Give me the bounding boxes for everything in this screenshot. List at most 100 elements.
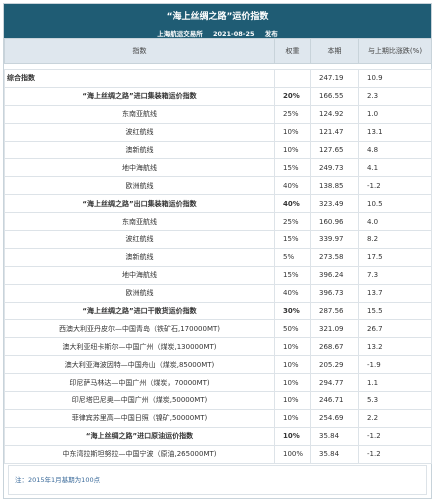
route-row: 印尼塔巴尼奥—中国广州（煤炭,50000MT) 10% 246.71 5.3: [4, 391, 432, 410]
section-change: 15.5: [358, 301, 432, 321]
route-name: 澳大利亚纽卡斯尔—中国广州（煤炭,130000MT): [4, 337, 275, 357]
route-current: 273.58: [310, 247, 359, 267]
route-weight: 5%: [274, 247, 311, 267]
route-name: 地中海航线: [4, 158, 275, 178]
route-change: -1.2: [358, 176, 432, 196]
date: 2021-08-25: [212, 30, 255, 38]
spacer-cell: [310, 63, 359, 70]
route-row: 澳新航线 5% 273.58 17.5: [4, 247, 432, 267]
section-weight: 40%: [274, 194, 311, 214]
section-row: “海上丝绸之路”出口集装箱运价指数 40% 323.49 10.5: [4, 194, 432, 214]
column-header: 权重: [274, 38, 311, 64]
summary-name: 综合指数: [4, 69, 275, 88]
route-row: 西澳大利亚丹皮尔—中国青岛（铁矿石,170000MT) 50% 321.09 26.7: [4, 319, 432, 339]
section-current: 287.56: [310, 301, 359, 321]
route-weight: 10%: [274, 122, 311, 142]
route-row: 中东湾拉斯坦努拉—中国宁波（原油,265000MT) 100% 35.84 -1.2: [4, 444, 432, 464]
route-weight: 40%: [274, 283, 311, 303]
route-row: 澳新航线 10% 127.65 4.8: [4, 140, 432, 160]
route-change: 13.7: [358, 283, 432, 303]
route-current: 294.77: [310, 373, 359, 393]
route-name: 印尼萨马林达—中国广州（煤炭，70000MT): [4, 373, 275, 393]
spacer-cell: [4, 63, 275, 70]
route-name: 澳新航线: [4, 247, 275, 267]
route-weight: 50%: [274, 319, 311, 339]
section-current: 166.55: [310, 86, 359, 106]
route-current: 138.85: [310, 176, 359, 196]
route-change: 4.0: [358, 212, 432, 232]
route-weight: 25%: [274, 104, 311, 124]
summary-weight: [274, 69, 311, 88]
route-current: 35.84: [310, 444, 359, 464]
route-change: 26.7: [358, 319, 432, 339]
route-change: 4.8: [358, 140, 432, 160]
header-row: 指数 权重 本期 与上期比涨跌(%): [4, 38, 432, 64]
route-weight: 25%: [274, 212, 311, 232]
route-change: -1.2: [358, 444, 432, 464]
route-current: 127.65: [310, 140, 359, 160]
route-change: 8.2: [358, 230, 432, 249]
route-current: 205.29: [310, 355, 359, 375]
route-name: 澳新航线: [4, 140, 275, 160]
route-current: 396.24: [310, 265, 359, 285]
section-name: “海上丝绸之路”进口集装箱运价指数: [4, 86, 275, 106]
route-weight: 10%: [274, 391, 311, 410]
summary-change: 10.9: [358, 69, 432, 88]
route-row: 澳大利亚纽卡斯尔—中国广州（煤炭,130000MT) 10% 268.67 13.2: [4, 337, 432, 357]
route-row: 澳大利亚海波因特—中国舟山（煤炭,85000MT) 10% 205.29 -1.9: [4, 355, 432, 375]
route-change: 2.2: [358, 408, 432, 428]
route-weight: 10%: [274, 408, 311, 428]
spacer-cell: [274, 63, 311, 70]
section-weight: 30%: [274, 301, 311, 321]
route-name: 地中海航线: [4, 265, 275, 285]
route-weight: 10%: [274, 337, 311, 357]
route-change: 5.3: [358, 391, 432, 410]
section-name: “海上丝绸之路”进口干散货运价指数: [4, 301, 275, 321]
title-bar: “海上丝绸之路”运价指数 上海航运交易所 2021-08-25 发布: [4, 4, 431, 38]
column-header: 与上期比涨跌(%): [358, 38, 432, 64]
route-current: 124.92: [310, 104, 359, 124]
route-change: 17.5: [358, 247, 432, 267]
route-name: 欧洲航线: [4, 176, 275, 196]
section-name: “海上丝绸之路”出口集装箱运价指数: [4, 194, 275, 214]
route-current: 254.69: [310, 408, 359, 428]
route-change: 7.3: [358, 265, 432, 285]
route-change: 13.2: [358, 337, 432, 357]
section-name: “海上丝绸之路”进口原油运价指数: [4, 426, 275, 446]
section-row: “海上丝绸之路”进口原油运价指数 10% 35.84 -1.2: [4, 426, 432, 446]
route-row: 地中海航线 15% 249.73 4.1: [4, 158, 432, 178]
route-name: 中东湾拉斯坦努拉—中国宁波（原油,265000MT): [4, 444, 275, 464]
route-current: 160.96: [310, 212, 359, 232]
section-row: “海上丝绸之路”进口干散货运价指数 30% 287.56 15.5: [4, 301, 432, 321]
route-row: 东南亚航线 25% 124.92 1.0: [4, 104, 432, 124]
route-row: 东南亚航线 25% 160.96 4.0: [4, 212, 432, 232]
section-current: 35.84: [310, 426, 359, 446]
route-name: 波红航线: [4, 230, 275, 249]
column-header: 指数: [4, 38, 275, 64]
section-weight: 20%: [274, 86, 311, 106]
spacer-cell: [358, 63, 432, 70]
action: 发布: [264, 30, 278, 38]
route-name: 东南亚航线: [4, 104, 275, 124]
route-name: 波红航线: [4, 122, 275, 142]
route-current: 396.73: [310, 283, 359, 303]
route-current: 339.97: [310, 230, 359, 249]
index-table: 指数 权重 本期 与上期比涨跌(%) 综合指数 247.19 10.9 “海上丝绸之路”进口…: [4, 38, 432, 464]
title: “海上丝绸之路”运价指数: [166, 12, 269, 22]
route-change: 4.1: [358, 158, 432, 178]
route-current: 246.71: [310, 391, 359, 410]
route-weight: 15%: [274, 158, 311, 178]
column-header: 本期: [310, 38, 359, 64]
section-row: “海上丝绸之路”进口集装箱运价指数 20% 166.55 2.3: [4, 86, 432, 106]
route-name: 澳大利亚海波因特—中国舟山（煤炭,85000MT): [4, 355, 275, 375]
route-row: 波红航线 15% 339.97 8.2: [4, 230, 432, 249]
section-change: -1.2: [358, 426, 432, 446]
route-current: 249.73: [310, 158, 359, 178]
route-weight: 10%: [274, 373, 311, 393]
route-current: 121.47: [310, 122, 359, 142]
route-weight: 15%: [274, 265, 311, 285]
route-name: 欧洲航线: [4, 283, 275, 303]
route-name: 东南亚航线: [4, 212, 275, 232]
spacer: [4, 63, 432, 70]
route-change: -1.9: [358, 355, 432, 375]
